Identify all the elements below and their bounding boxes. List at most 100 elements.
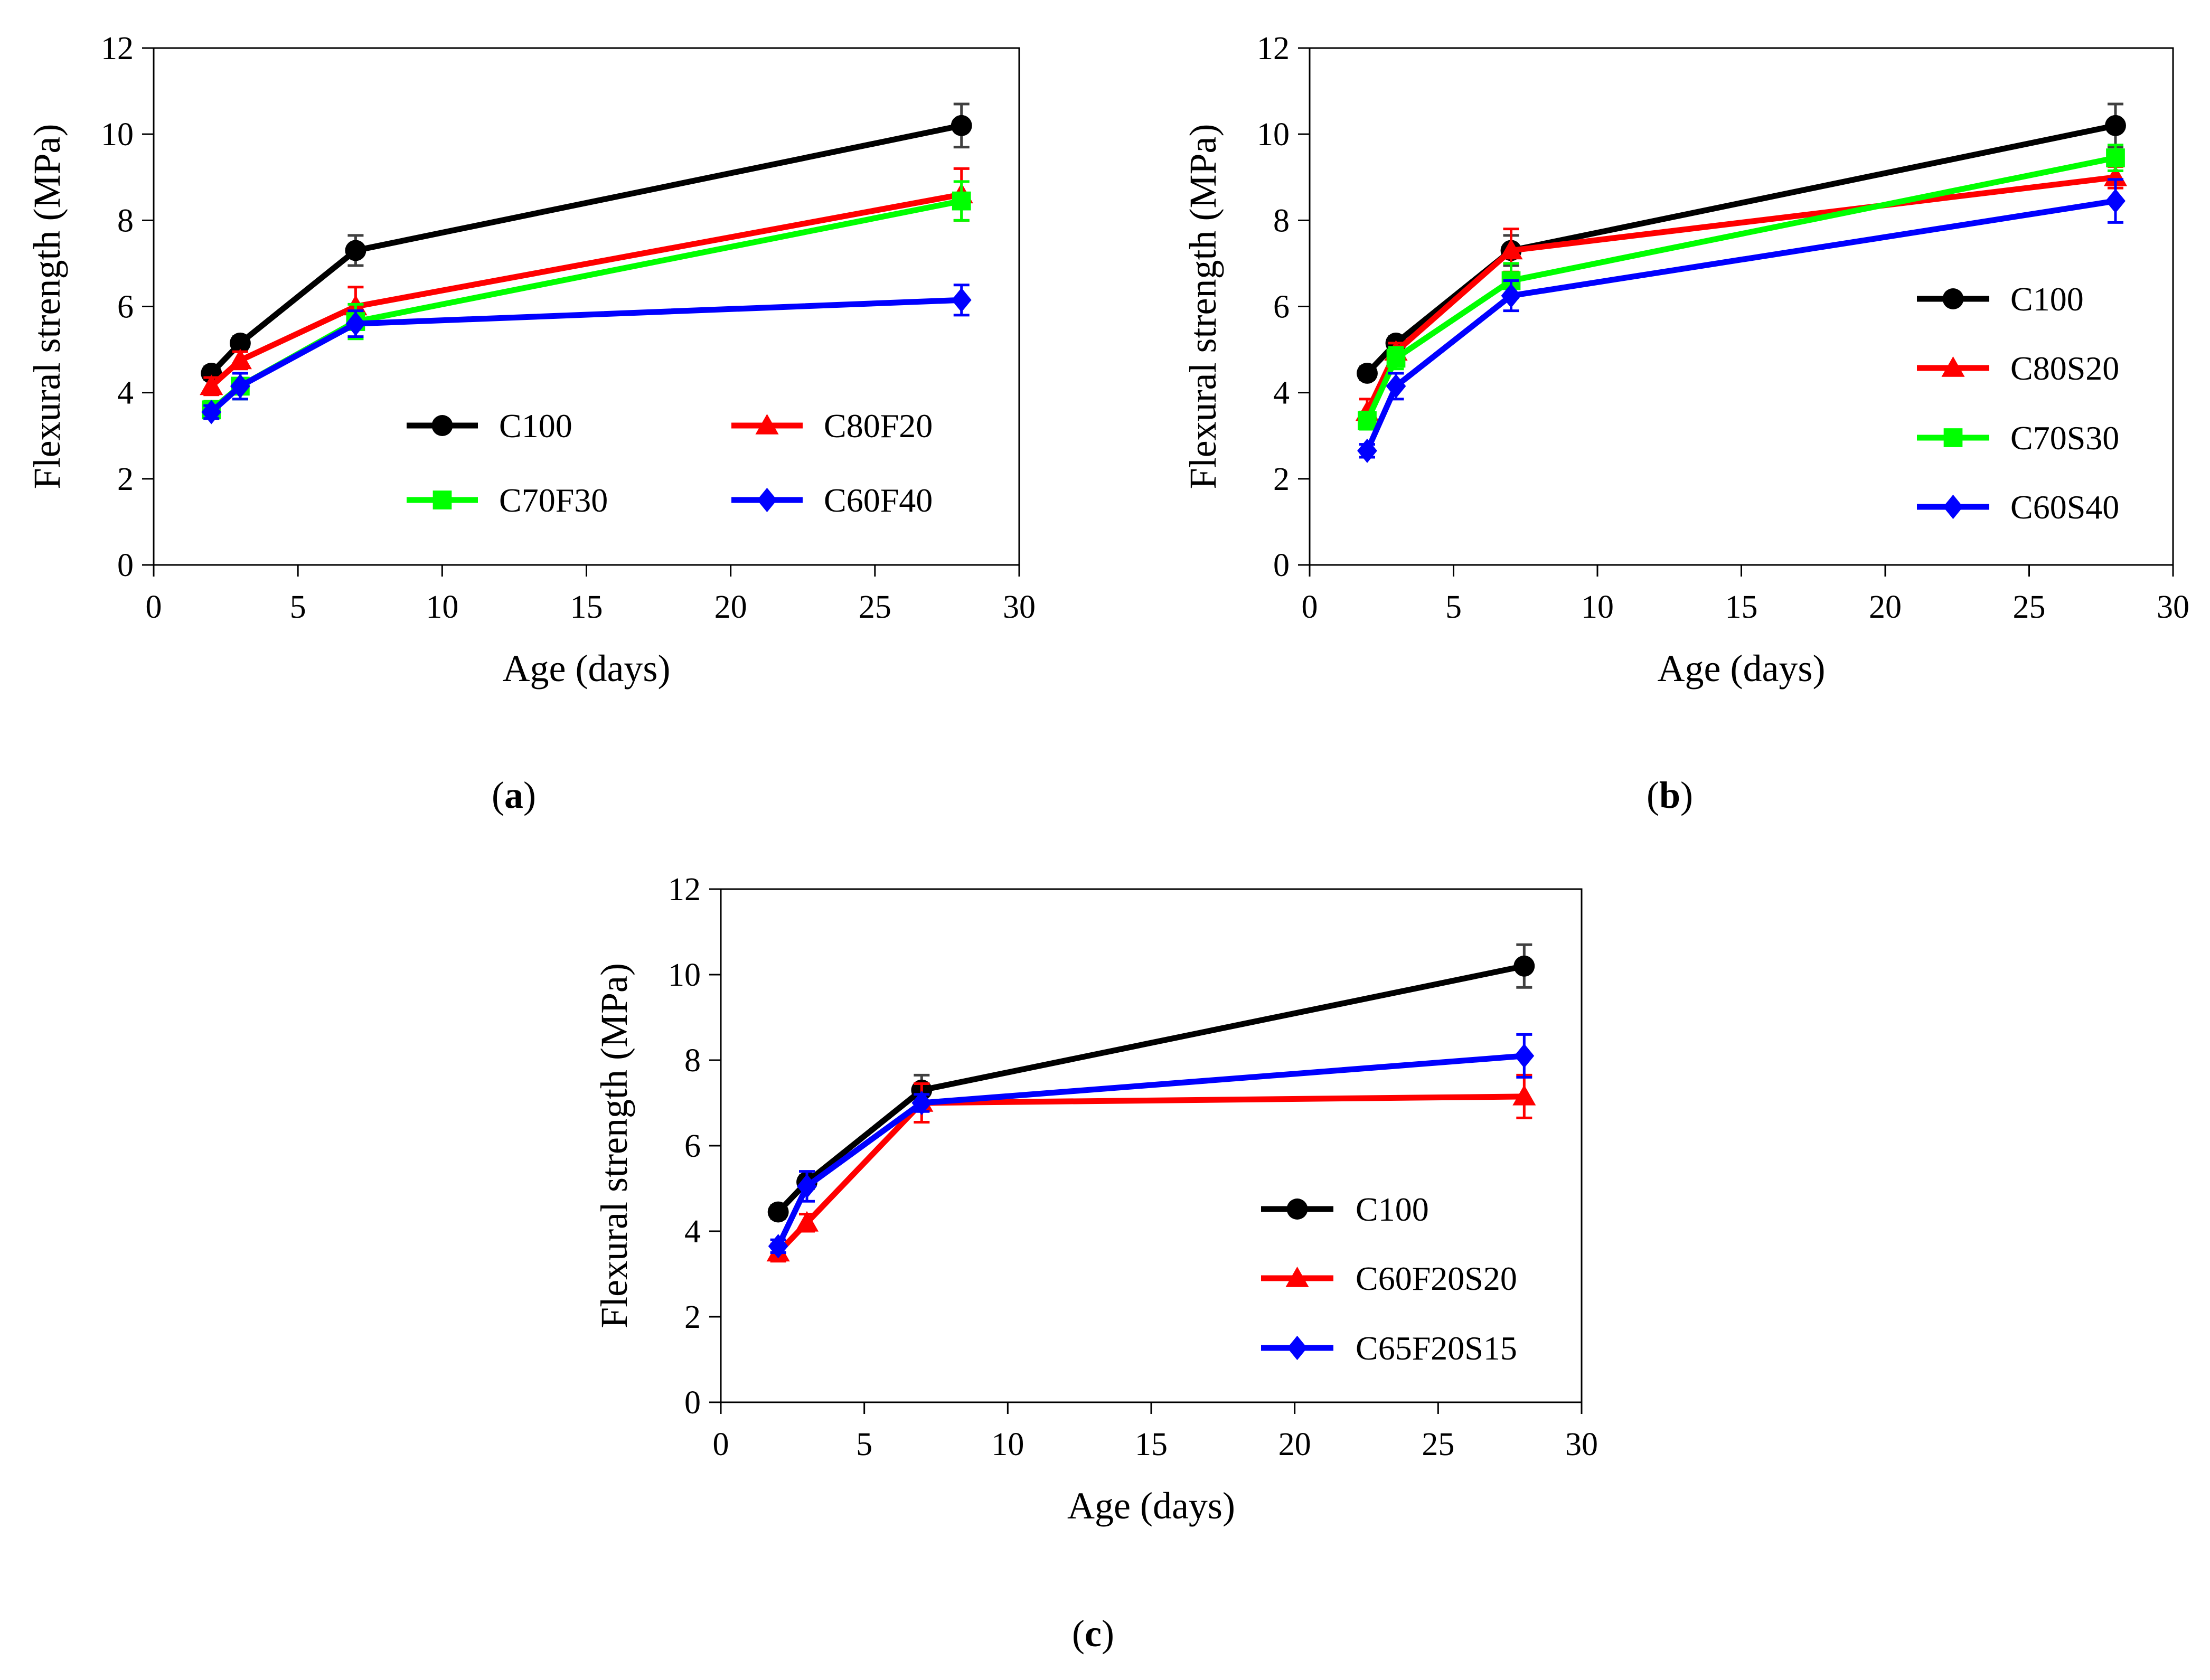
data-point-marker <box>951 288 972 313</box>
data-point-marker <box>795 1211 819 1232</box>
legend-entry: C70F30 <box>407 482 608 519</box>
legend-label: C60S40 <box>2010 488 2119 526</box>
legend: C100 C80S20 C70S30 C60S40 <box>1917 280 2119 526</box>
x-tick-label: 10 <box>991 1427 1024 1462</box>
y-tick-label: 4 <box>684 1214 701 1250</box>
y-tick-label: 4 <box>1273 375 1290 411</box>
panel-label: (c) <box>1072 1612 1114 1655</box>
y-tick-label: 10 <box>668 957 701 993</box>
x-tick-label: 25 <box>1422 1427 1454 1462</box>
series-C65F20S15 <box>768 1033 1535 1259</box>
x-tick-label: 5 <box>1445 589 1462 625</box>
data-point-marker <box>951 115 972 136</box>
legend-label: C100 <box>499 407 572 445</box>
series-line <box>1365 174 2116 413</box>
legend-label: C70F30 <box>499 482 608 519</box>
legend-marker <box>431 415 453 436</box>
x-tick-label: 25 <box>859 589 891 625</box>
legend-entry: C70S30 <box>1917 419 2119 457</box>
legend-label: C80F20 <box>824 407 933 445</box>
y-tick-label: 12 <box>668 872 701 908</box>
data-point-marker <box>911 1090 932 1116</box>
y-axis-title: Flexural strength (MPa) <box>1182 124 1224 489</box>
data-point-marker <box>201 400 222 424</box>
data-point-marker <box>1357 363 1378 384</box>
legend-entry: C60S40 <box>1917 488 2119 526</box>
data-point-marker <box>797 1174 817 1199</box>
series-C100 <box>1357 102 2126 384</box>
x-axis-title: Age (days) <box>1067 1485 1235 1527</box>
x-tick-label: 10 <box>1581 589 1614 625</box>
panel-label: (b) <box>1647 774 1693 816</box>
legend-marker <box>1941 356 1965 377</box>
series-C100 <box>201 102 972 384</box>
y-tick-label: 2 <box>117 461 134 497</box>
x-tick-label: 25 <box>2013 589 2046 625</box>
data-point-marker <box>2106 148 2125 167</box>
y-tick-label: 4 <box>117 375 134 411</box>
data-point-marker <box>228 348 252 370</box>
data-point-marker <box>2105 188 2126 213</box>
x-tick-label: 5 <box>290 589 306 625</box>
data-point-marker <box>1501 284 1521 308</box>
legend-label: C65F20S15 <box>1356 1329 1517 1367</box>
legend-label: C80S20 <box>2010 350 2119 387</box>
legend-marker <box>755 413 779 435</box>
x-tick-label: 5 <box>856 1427 872 1462</box>
x-axis-title: Age (days) <box>503 647 671 690</box>
data-point-marker <box>768 1234 788 1259</box>
legend-entry: C60F40 <box>731 482 933 519</box>
legend-entry: C60F20S20 <box>1261 1260 1517 1297</box>
y-tick-label: 6 <box>117 289 134 325</box>
data-point-marker <box>1358 411 1377 430</box>
legend-entry: C65F20S15 <box>1261 1329 1517 1367</box>
legend-label: C100 <box>1356 1191 1429 1228</box>
legend-marker <box>1943 494 1963 520</box>
series-line <box>775 1053 1525 1248</box>
y-axis-title: Flexural strength (MPa) <box>593 963 635 1328</box>
y-tick-label: 8 <box>117 203 134 239</box>
legend: C100 C60F20S20 C65F20S15 <box>1261 1191 1517 1367</box>
panel-label-letter: b <box>1659 774 1680 816</box>
x-tick-label: 30 <box>1003 589 1036 625</box>
x-tick-label: 15 <box>1725 589 1758 625</box>
series-C70F30 <box>202 180 971 420</box>
x-tick-label: 15 <box>570 589 603 625</box>
data-point-marker <box>1386 374 1406 399</box>
series-line <box>1365 122 2117 375</box>
data-point-marker <box>1499 239 1523 260</box>
chart-panel-c: 0 5 10 15 20 25 30 0 2 4 6 8 10 12 Age (days) Flexural … <box>593 872 1598 1655</box>
series-line <box>209 122 962 375</box>
data-point-marker <box>230 374 250 399</box>
legend-entry: C100 <box>1917 280 2084 318</box>
series-line <box>776 1093 1525 1255</box>
series-line <box>1364 198 2116 452</box>
data-point-marker <box>1386 348 1406 368</box>
x-tick-label: 30 <box>2157 589 2189 625</box>
data-point-marker <box>200 374 223 395</box>
series-line <box>209 297 962 414</box>
y-tick-label: 6 <box>1273 289 1290 325</box>
y-axis-title: Flexural strength (MPa) <box>26 124 68 489</box>
panel-label: (a) <box>492 774 536 816</box>
legend-marker <box>757 487 777 513</box>
legend-label: C70S30 <box>2010 419 2119 457</box>
x-tick-label: 15 <box>1135 1427 1168 1462</box>
x-tick-label: 20 <box>1278 1427 1311 1462</box>
data-point-marker <box>2105 115 2126 136</box>
x-tick-label: 0 <box>146 589 162 625</box>
data-point-marker <box>345 240 366 261</box>
data-point-marker <box>1513 955 1535 977</box>
y-tick-label: 10 <box>1257 117 1290 153</box>
series-line <box>1365 155 2117 422</box>
series-C60F20S20 <box>766 1073 1536 1263</box>
legend-label: C60F20S20 <box>1356 1260 1517 1297</box>
x-tick-label: 20 <box>1869 589 1902 625</box>
data-point-marker <box>2103 165 2128 186</box>
legend-marker <box>1287 1335 1308 1361</box>
y-tick-label: 12 <box>1257 31 1290 67</box>
legend-label: C100 <box>2010 280 2084 318</box>
x-tick-label: 10 <box>426 589 458 625</box>
x-tick-label: 20 <box>714 589 747 625</box>
data-point-marker <box>767 1201 789 1223</box>
